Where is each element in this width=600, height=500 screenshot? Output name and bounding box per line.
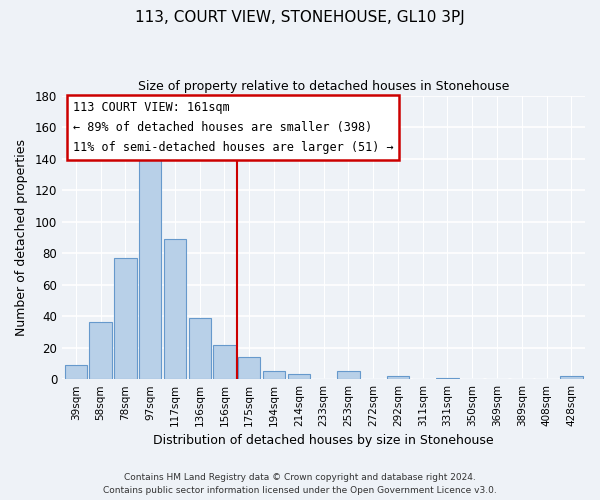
Text: Contains HM Land Registry data © Crown copyright and database right 2024.
Contai: Contains HM Land Registry data © Crown c… — [103, 473, 497, 495]
Bar — [65, 365, 87, 379]
Bar — [263, 372, 285, 379]
Title: Size of property relative to detached houses in Stonehouse: Size of property relative to detached ho… — [138, 80, 509, 93]
Bar — [89, 322, 112, 379]
Bar — [560, 376, 583, 379]
Bar — [214, 344, 236, 379]
Bar — [436, 378, 458, 379]
Bar — [287, 374, 310, 379]
Bar — [188, 318, 211, 379]
Bar — [387, 376, 409, 379]
Bar — [238, 357, 260, 379]
Bar — [164, 239, 186, 379]
Text: 113, COURT VIEW, STONEHOUSE, GL10 3PJ: 113, COURT VIEW, STONEHOUSE, GL10 3PJ — [135, 10, 465, 25]
Y-axis label: Number of detached properties: Number of detached properties — [15, 139, 28, 336]
X-axis label: Distribution of detached houses by size in Stonehouse: Distribution of detached houses by size … — [153, 434, 494, 448]
Bar — [337, 372, 359, 379]
Bar — [114, 258, 137, 379]
Text: 113 COURT VIEW: 161sqm
← 89% of detached houses are smaller (398)
11% of semi-de: 113 COURT VIEW: 161sqm ← 89% of detached… — [73, 101, 393, 154]
Bar — [139, 150, 161, 379]
